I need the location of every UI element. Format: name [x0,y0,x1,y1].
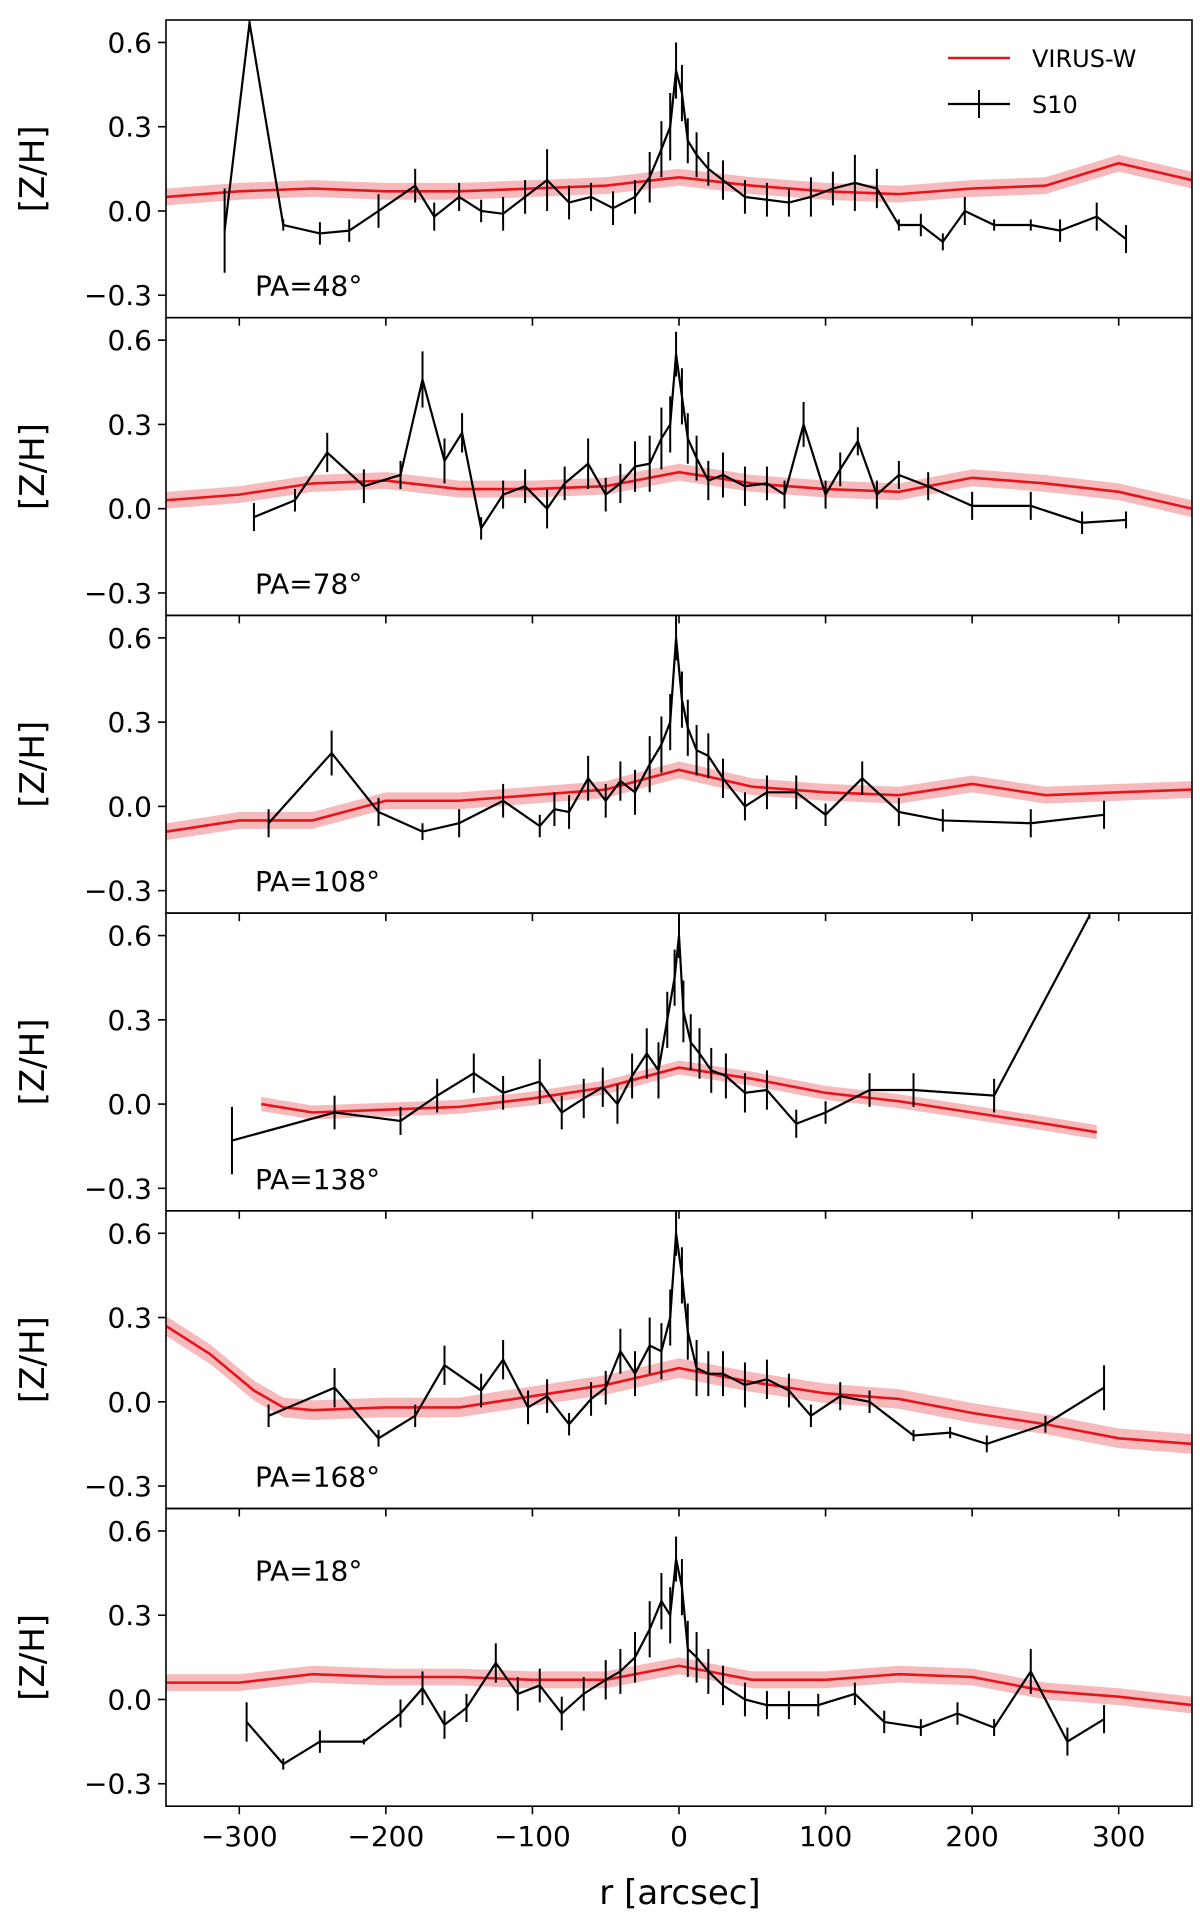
y-axis-title: [Z/H] [13,1614,53,1701]
y-tick-label: 0.0 [107,1088,152,1121]
y-tick-label: 0.6 [107,1515,152,1548]
y-axis-title: [Z/H] [13,423,53,510]
pa-label: PA=138° [255,1163,380,1196]
plot-area [166,20,1192,273]
y-tick-label: 0.0 [107,790,152,823]
pa-label: PA=78° [255,567,362,600]
y-tick-label: −0.3 [84,1172,152,1205]
x-tick-label: 0 [670,1820,688,1853]
x-tick-label: −100 [494,1820,571,1853]
y-tick-label: −0.3 [84,1470,152,1503]
y-tick-label: 0.3 [107,1599,152,1632]
pa-label: PA=108° [255,865,380,898]
y-tick-label: −0.3 [84,875,152,908]
y-tick-label: 0.0 [107,1386,152,1419]
x-tick-label: 100 [799,1820,852,1853]
virus-w-line [166,161,1192,199]
y-tick-label: −0.3 [84,279,152,312]
plot-area [166,615,1192,841]
plot-area [166,1210,1192,1454]
y-tick-label: 0.0 [107,195,152,228]
y-tick-label: 0.0 [107,493,152,526]
virus-w-line [166,768,1192,833]
s10-line [231,915,1091,1142]
y-tick-label: −0.3 [84,577,152,610]
y-tick-label: 0.0 [107,1683,152,1716]
y-tick-label: 0.6 [107,622,152,655]
y-tick-label: 0.6 [107,920,152,953]
legend-virus-w-label: VIRUS-W [1032,45,1136,73]
plot-area [166,331,1192,540]
s10-line [268,1233,1105,1446]
y-tick-label: 0.6 [107,1217,152,1250]
y-tick-label: 0.3 [107,111,152,144]
panel-5: −0.3 0.0 0.3 0.6 [Z/H] PA=168° [13,1210,1193,1517]
y-tick-label: 0.3 [107,1004,152,1037]
y-axis-title: [Z/H] [13,125,53,212]
y-tick-label: 0.3 [107,706,152,739]
x-tick-label: 200 [945,1820,998,1853]
panel-2: −0.3 0.0 0.3 0.6 [Z/H] PA=78° [13,316,1193,624]
y-tick-label: 0.6 [107,26,152,59]
x-tick-label: −200 [347,1820,424,1853]
pa-label: PA=168° [255,1461,380,1494]
panel-4: −0.3 0.0 0.3 0.6 [Z/H] PA=138° [13,912,1193,1219]
y-tick-label: 0.6 [107,324,152,357]
virus-w-band [166,463,1192,518]
x-tick-label: 300 [1092,1820,1145,1853]
legend-s10-label: S10 [1032,91,1078,119]
panel-3: −0.3 0.0 0.3 0.6 [Z/H] PA=108° [13,614,1193,922]
y-axis-title: [Z/H] [13,721,53,808]
panel-6: −0.3 0.0 0.3 0.6 [Z/H] PA=18° [13,1507,1193,1815]
virus-w-line [166,470,1192,510]
y-axis-title: [Z/H] [13,1019,53,1106]
virus-w-band [166,761,1192,841]
y-tick-label: 0.3 [107,1302,152,1335]
s10-line [223,22,1127,244]
plot-area [166,1536,1192,1770]
pa-label: PA=48° [255,270,362,303]
y-tick-label: 0.3 [107,408,152,441]
virus-w-band [166,154,1192,206]
y-axis-title: [Z/H] [13,1316,53,1403]
s10-line [253,354,1127,532]
pa-label: PA=18° [255,1555,362,1588]
legend: VIRUS-W S10 [948,45,1136,119]
virus-w-band [261,1060,1097,1140]
y-tick-label: −0.3 [84,1768,152,1801]
virus-w-line [261,1066,1097,1134]
plot-area [230,913,1097,1175]
panel-1: −0.3 0.0 0.3 0.6 [Z/H] PA=48° VIRUS-W S10 [13,19,1193,326]
x-axis: −300 −200 −100 0 100 200 300 [201,1820,1146,1853]
panels: −0.3 0.0 0.3 0.6 [Z/H] PA=48° VIRUS-W S10 −0.3 0.… [13,19,1193,1815]
x-tick-label: −300 [201,1820,278,1853]
x-axis-title: r [arcsec] [599,1873,760,1913]
virus-w-band [166,1316,1192,1454]
